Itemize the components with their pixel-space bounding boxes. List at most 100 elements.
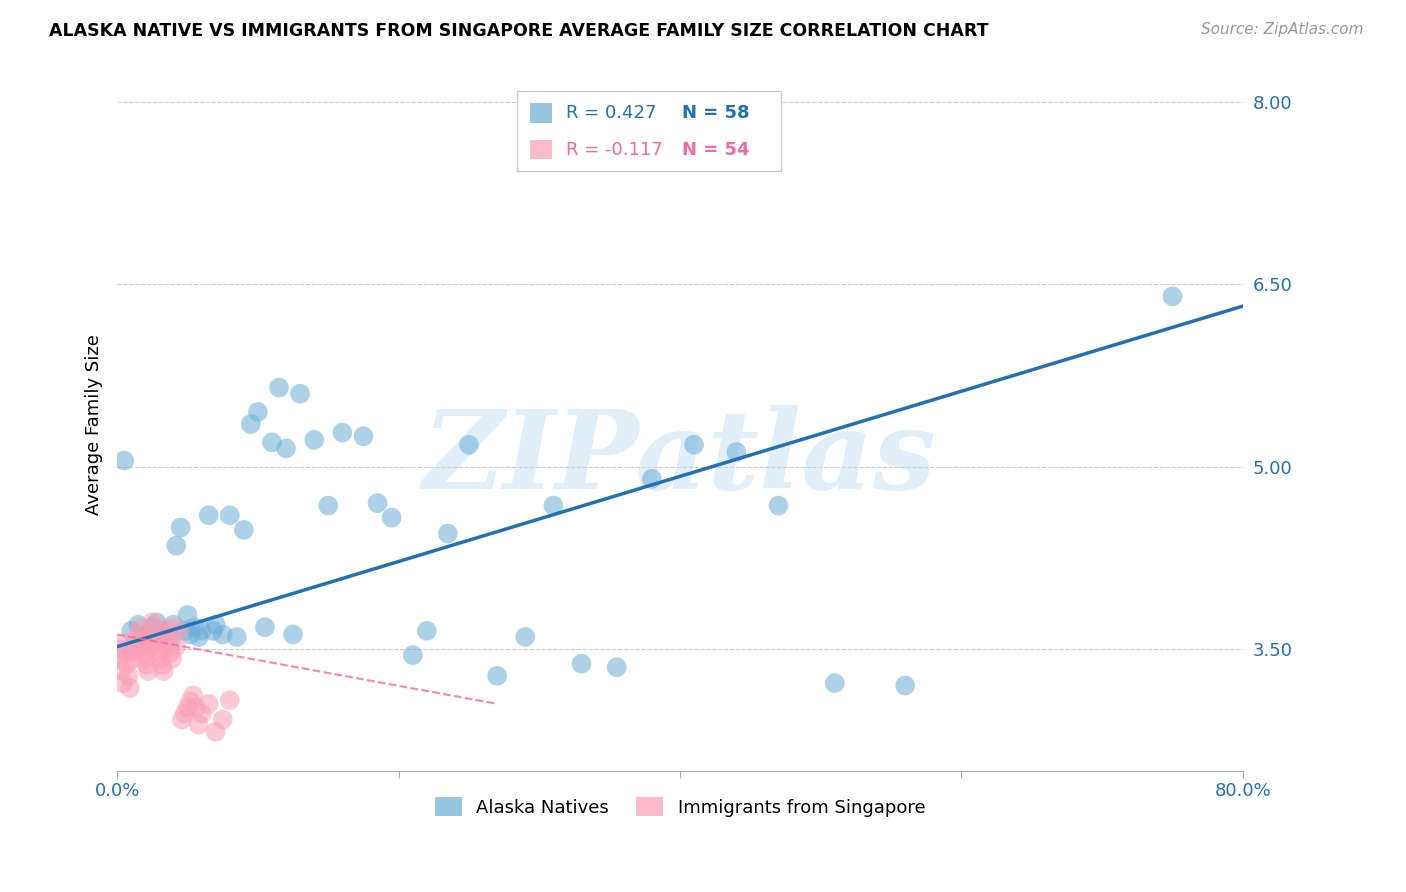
Point bbox=[437, 526, 460, 541]
Point bbox=[156, 633, 179, 648]
Point bbox=[122, 652, 145, 666]
Point bbox=[110, 664, 132, 678]
Point bbox=[683, 438, 706, 452]
Point bbox=[824, 676, 846, 690]
Point bbox=[134, 652, 156, 666]
Point bbox=[725, 445, 748, 459]
Point bbox=[129, 633, 152, 648]
Point bbox=[115, 657, 138, 671]
Point bbox=[204, 617, 226, 632]
Point bbox=[179, 627, 201, 641]
Point bbox=[173, 624, 195, 638]
Point bbox=[108, 652, 131, 666]
Point bbox=[145, 615, 167, 630]
Point bbox=[127, 617, 149, 632]
FancyBboxPatch shape bbox=[530, 103, 553, 122]
Point bbox=[211, 713, 233, 727]
Point bbox=[201, 624, 224, 638]
Point bbox=[187, 717, 209, 731]
Point bbox=[117, 669, 139, 683]
Point bbox=[218, 693, 240, 707]
Point bbox=[190, 624, 212, 638]
Point bbox=[112, 636, 135, 650]
Point bbox=[135, 657, 157, 672]
Point bbox=[486, 669, 509, 683]
Text: ZIPatlas: ZIPatlas bbox=[423, 405, 936, 513]
Point bbox=[197, 508, 219, 523]
Point bbox=[515, 630, 537, 644]
Point bbox=[134, 632, 156, 647]
Point bbox=[165, 539, 187, 553]
Point bbox=[141, 615, 163, 630]
FancyBboxPatch shape bbox=[530, 140, 553, 159]
Point bbox=[114, 646, 136, 660]
Point bbox=[107, 642, 129, 657]
Point bbox=[120, 624, 142, 638]
Point bbox=[260, 435, 283, 450]
Point bbox=[173, 706, 195, 721]
Point bbox=[162, 621, 184, 635]
Y-axis label: Average Family Size: Average Family Size bbox=[86, 334, 103, 515]
Point bbox=[187, 630, 209, 644]
Point bbox=[768, 499, 790, 513]
Point bbox=[218, 508, 240, 523]
Point bbox=[155, 627, 177, 641]
Point bbox=[330, 425, 353, 440]
Point bbox=[274, 442, 297, 456]
Text: N = 58: N = 58 bbox=[682, 103, 749, 122]
Point bbox=[167, 624, 190, 638]
Point bbox=[150, 657, 173, 672]
Point bbox=[124, 633, 146, 648]
Point bbox=[118, 681, 141, 695]
Point bbox=[288, 386, 311, 401]
Point bbox=[169, 520, 191, 534]
Point bbox=[128, 621, 150, 635]
Point bbox=[150, 624, 173, 638]
Point bbox=[149, 652, 172, 666]
Point bbox=[281, 627, 304, 641]
Point bbox=[170, 713, 193, 727]
Point bbox=[641, 472, 664, 486]
Point bbox=[153, 621, 176, 635]
Point bbox=[165, 640, 187, 654]
Point bbox=[155, 630, 177, 644]
Point bbox=[142, 621, 165, 635]
Point bbox=[380, 510, 402, 524]
Point bbox=[232, 523, 254, 537]
Point bbox=[145, 633, 167, 648]
Point bbox=[121, 644, 143, 658]
Point bbox=[111, 676, 134, 690]
Point bbox=[127, 627, 149, 641]
Point bbox=[253, 620, 276, 634]
Point bbox=[239, 417, 262, 431]
Point bbox=[120, 640, 142, 654]
Point bbox=[316, 499, 339, 513]
Point bbox=[146, 640, 169, 654]
Point bbox=[184, 700, 207, 714]
Point bbox=[246, 405, 269, 419]
Point bbox=[138, 633, 160, 648]
Text: N = 54: N = 54 bbox=[682, 141, 749, 159]
Point bbox=[1161, 289, 1184, 303]
Point bbox=[139, 640, 162, 654]
Point bbox=[136, 627, 159, 641]
Point bbox=[112, 453, 135, 467]
Point bbox=[131, 630, 153, 644]
Point bbox=[267, 381, 290, 395]
Point bbox=[125, 640, 148, 654]
Point bbox=[132, 646, 155, 660]
Point bbox=[204, 724, 226, 739]
Point bbox=[159, 632, 181, 647]
Point bbox=[181, 688, 204, 702]
Legend: Alaska Natives, Immigrants from Singapore: Alaska Natives, Immigrants from Singapor… bbox=[427, 790, 932, 824]
Point bbox=[183, 620, 205, 634]
Point bbox=[136, 664, 159, 678]
Point bbox=[543, 499, 565, 513]
Point bbox=[131, 640, 153, 654]
Point bbox=[458, 438, 481, 452]
Point bbox=[159, 646, 181, 660]
Point bbox=[160, 652, 183, 666]
Point bbox=[179, 694, 201, 708]
Point bbox=[352, 429, 374, 443]
Point bbox=[190, 706, 212, 721]
